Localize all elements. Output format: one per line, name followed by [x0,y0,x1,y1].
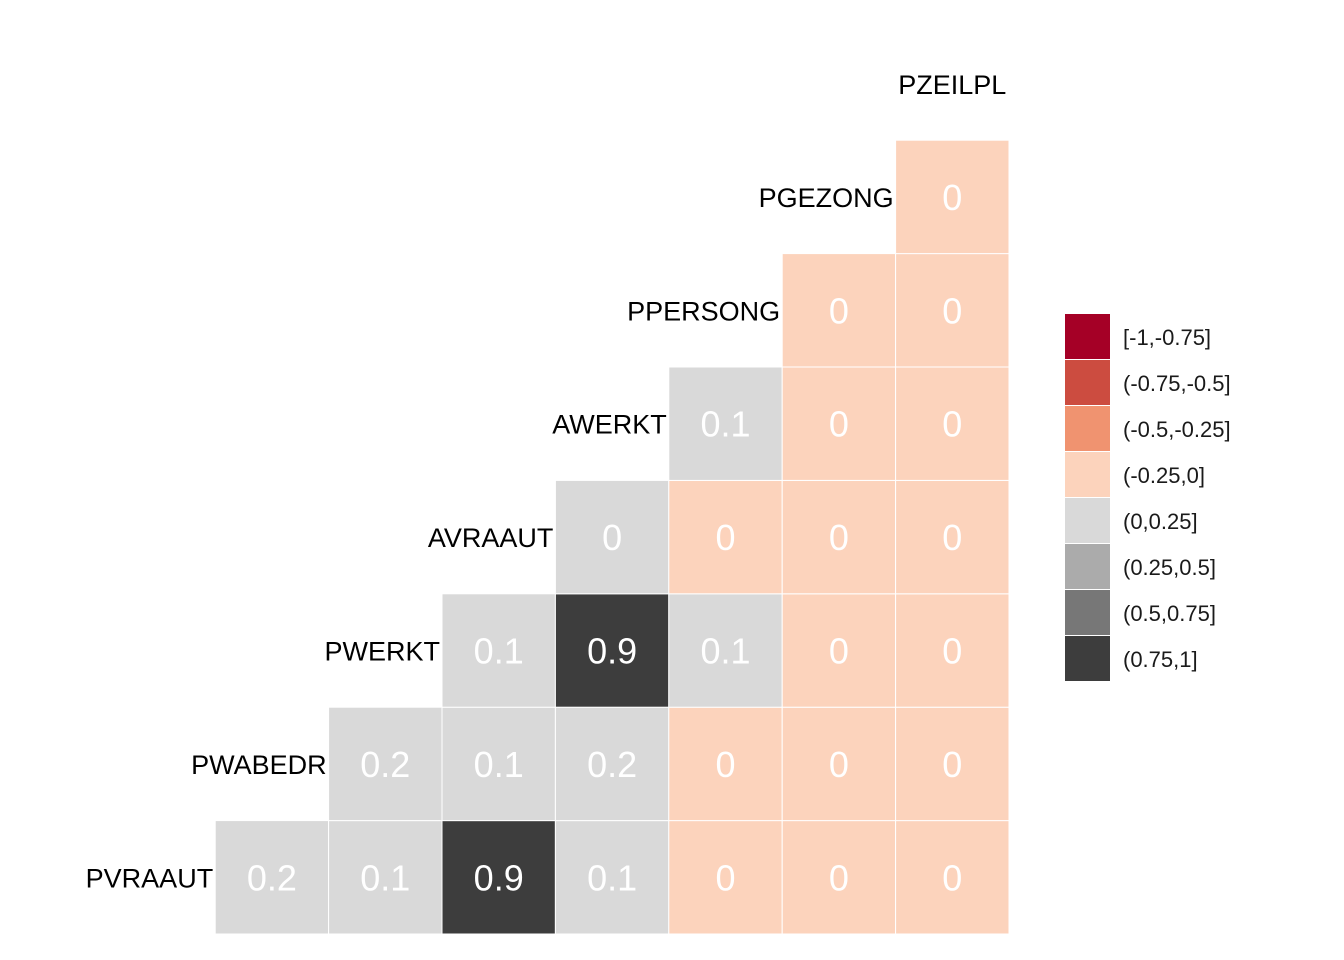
legend-key-2 [1065,406,1110,451]
heatmap-cell-ppersong-pzeilpl [895,253,1010,368]
heatmap-cell-pwerkt-ppersong [668,593,783,708]
heatmap-cell-awerkt-ppersong [668,366,783,481]
legend-label-4: (0,0.25] [1123,509,1198,534]
legend-key-0 [1065,314,1110,359]
cell-value-label: 0.1 [360,857,410,898]
variable-label-avraaut: AVRAAUT [428,523,554,553]
variable-labels: PVRAAUT PWABEDR PWERKT AVRAAUT AWERKT PPERSON… [86,70,1007,893]
heatmap-cell-pwerkt-avraaut [441,593,556,708]
legend-label-0: [-1,-0.75] [1123,325,1211,350]
heatmap-cell-pvraaut-awerkt [554,820,670,935]
cell-value-label: 0.2 [360,744,410,785]
variable-label-pzeilpl: PZEILPL [898,70,1006,100]
heatmap-cell-pwerkt-awerkt [554,593,670,708]
cell-value-label: 0 [715,744,735,785]
legend: [-1,-0.75] (-0.75,-0.5] (-0.5,-0.25] (-0.25… [1065,314,1231,681]
legend-label-1: (-0.75,-0.5] [1123,371,1231,396]
legend-key-7 [1065,636,1110,681]
heatmap-cell-pwerkt-pgezong [781,593,897,708]
legend-label-2: (-0.5,-0.25] [1123,417,1231,442]
variable-label-pwabedr: PWABEDR [191,750,327,780]
variable-label-pvraaut: PVRAAUT [86,863,214,893]
heatmap-cell-pwabedr-pwerkt [328,706,443,822]
cell-value-label: 0 [942,517,962,558]
heatmap-cell-pgezong-pzeilpl [895,139,1010,255]
cell-value-label: 0 [829,517,849,558]
legend-key-1 [1065,360,1110,405]
cell-value-label: 0 [942,290,962,331]
cell-value-label: 0 [715,517,735,558]
cell-value-label: 0 [715,857,735,898]
cell-value-label: 0.9 [587,631,637,672]
legend-key-6 [1065,590,1110,635]
heatmap-cell-avraaut-awerkt [554,479,670,595]
cell-value-label: 0.9 [474,857,524,898]
heatmap-cell-pwabedr-pzeilpl [895,706,1010,822]
cell-value-label: 0.1 [474,631,524,672]
heatmap-cell-avraaut-ppersong [668,479,783,595]
variable-label-awerkt: AWERKT [552,410,667,440]
heatmap-cell-awerkt-pzeilpl [895,366,1010,481]
cell-value-label: 0.2 [587,744,637,785]
legend-key-4 [1065,498,1110,543]
variable-label-pgezong: PGEZONG [759,183,894,213]
legend-label-6: (0.5,0.75] [1123,601,1216,626]
cell-value-label: 0 [942,857,962,898]
heatmap-cell-pwabedr-pgezong [781,706,897,822]
cell-value-label: 0.1 [587,857,637,898]
cell-value-label: 0 [942,404,962,445]
heatmap-cell-pvraaut-pgezong [781,820,897,935]
variable-label-pwerkt: PWERKT [324,637,440,667]
legend-label-5: (0.25,0.5] [1123,555,1216,580]
legend-key-5 [1065,544,1110,589]
cell-value-label: 0.2 [247,857,297,898]
cell-value-label: 0 [829,404,849,445]
cell-value-label: 0 [942,744,962,785]
cell-value-label: 0 [942,631,962,672]
cell-value-label: 0 [942,177,962,218]
cell-value-label: 0.1 [700,404,750,445]
cell-value-label: 0.1 [700,631,750,672]
cell-value-label: 0 [829,857,849,898]
legend-key-3 [1065,452,1110,497]
cell-value-label: 0 [829,631,849,672]
cell-value-label: 0 [829,290,849,331]
cell-value-label: 0.1 [474,744,524,785]
heatmap-cells: 0.2 0.1 0.9 0.1 0 0 0 0.2 0.1 0.2 0 0 0 0.1 0.9 0.1 0 0 0 0… [214,139,1010,935]
legend-label-7: (0.75,1] [1123,647,1198,672]
cell-value-label: 0 [602,517,622,558]
heatmap-cell-pvraaut-pwabedr [214,820,330,935]
legend-label-3: (-0.25,0] [1123,463,1205,488]
cell-value-label: 0 [829,744,849,785]
heatmap-cell-pvraaut-ppersong [668,820,783,935]
heatmap-cell-pvraaut-pwerkt [328,820,443,935]
heatmap-cell-avraaut-pgezong [781,479,897,595]
heatmap-cell-pvraaut-pzeilpl [895,820,1010,935]
variable-label-ppersong: PPERSONG [627,296,780,326]
heatmap-cell-pwabedr-avraaut [441,706,556,822]
heatmap-cell-pwabedr-awerkt [554,706,670,822]
heatmap-cell-pwerkt-pzeilpl [895,593,1010,708]
